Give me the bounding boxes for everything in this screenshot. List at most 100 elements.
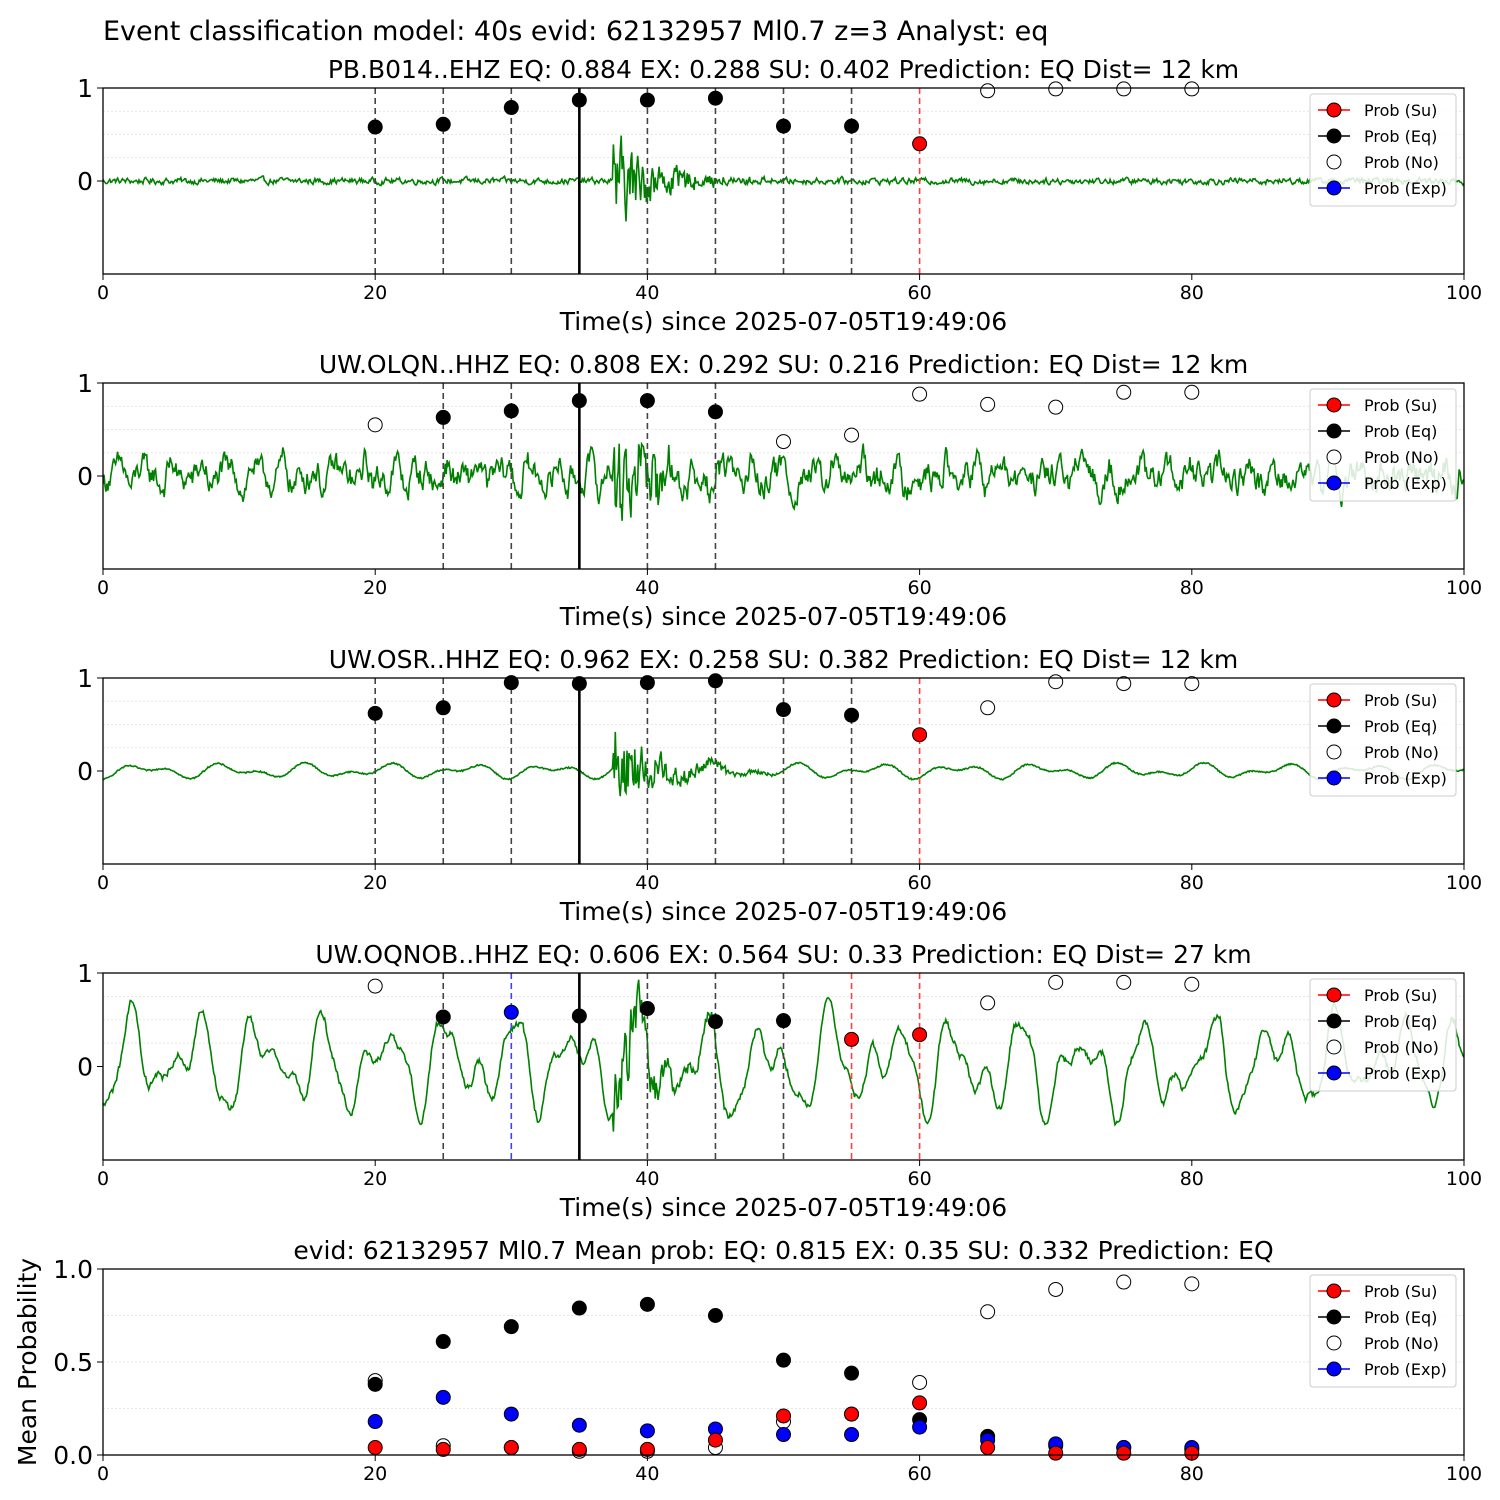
prob-point-no (844, 427, 860, 443)
prob-point-no (1048, 974, 1064, 990)
x-tick-label: 60 (908, 1463, 932, 1485)
x-tick-label: 20 (363, 1463, 387, 1485)
x-tick-label: 40 (635, 282, 659, 304)
legend: Prob (Su) Prob (Eq) Prob (No) Prob (Exp) (1309, 1274, 1457, 1388)
legend-frame (1309, 978, 1457, 1092)
legend-marker-no (1326, 1335, 1342, 1351)
y-tick-label: 1.0 (53, 1255, 93, 1284)
panel-title: PB.B014..EHZ EQ: 0.884 EX: 0.288 SU: 0.4… (328, 55, 1239, 84)
prob-point-eq (639, 1001, 655, 1017)
prob-point-eq (435, 700, 451, 716)
mean-prob-point-su (639, 1441, 655, 1457)
legend-marker-no (1326, 449, 1342, 465)
legend-marker-exp (1326, 180, 1342, 196)
prob-point-eq (707, 404, 723, 420)
plot-area (103, 88, 1464, 274)
y-tick-label: 0 (77, 462, 93, 491)
prob-point-eq (776, 118, 791, 134)
x-axis-label: Time(s) since 2025-07-05T19:49:06 (559, 897, 1007, 926)
legend-label-su: Prob (Su) (1364, 691, 1437, 710)
x-tick-label: 100 (1446, 1168, 1482, 1190)
mean-prob-point-no (1184, 1276, 1200, 1292)
y-tick-label: 1 (77, 369, 93, 398)
legend: Prob (Su) Prob (Eq) Prob (No) Prob (Exp) (1309, 388, 1457, 502)
prob-point-eq (435, 1009, 451, 1025)
prob-point-eq (435, 116, 451, 132)
legend-frame (1309, 1274, 1457, 1388)
x-tick-label: 40 (635, 1168, 659, 1190)
x-axis-label: Time(s) since 2025-07-05T19:49:06 (559, 1193, 1007, 1222)
panel-1: 0 20 40 60 80 100 0 1 PB.B014..EHZ EQ: 0.884 EX:… (77, 55, 1482, 336)
mean-prob-point-exp (912, 1419, 928, 1435)
x-tick-label: 80 (1180, 577, 1204, 599)
waveform-trace (103, 441, 1464, 521)
prob-point-no (1184, 81, 1200, 97)
mean-prob-point-eq (844, 1365, 860, 1381)
legend-marker-exp (1326, 770, 1342, 786)
legend-label-su: Prob (Su) (1364, 1282, 1437, 1301)
legend-label-no: Prob (No) (1364, 1334, 1439, 1353)
mean-prob-point-eq (639, 1296, 655, 1312)
legend-label-su: Prob (Su) (1364, 396, 1437, 415)
mean-prob-point-su (912, 1395, 928, 1411)
x-tick-label: 60 (908, 577, 932, 599)
mean-prob-point-eq (367, 1376, 383, 1392)
y-tick-label: 0 (77, 1053, 93, 1082)
x-axis-label: Time(s) since 2025-07-05T19:49:06 (559, 307, 1007, 336)
y-tick-label: 0 (77, 167, 93, 196)
legend: Prob (Su) Prob (Eq) Prob (No) Prob (Exp) (1309, 683, 1457, 797)
legend-marker-eq (1326, 423, 1342, 439)
prob-point-eq (707, 673, 723, 689)
prob-point-no (1184, 676, 1200, 692)
prob-point-eq (571, 676, 587, 692)
prob-point-eq (367, 119, 383, 135)
legend-marker-eq (1326, 1013, 1342, 1029)
mean-prob-point-su (367, 1440, 383, 1456)
mean-prob-point-eq (503, 1319, 519, 1335)
prob-point-no (1116, 81, 1132, 97)
y-axis-label: Mean Probability (13, 1258, 42, 1466)
prob-point-eq (776, 702, 791, 718)
prob-point-eq (503, 675, 519, 691)
prob-point-su (912, 727, 928, 743)
prob-point-no (1048, 399, 1064, 415)
legend-label-eq: Prob (Eq) (1364, 1012, 1437, 1031)
legend-label-no: Prob (No) (1364, 743, 1439, 762)
x-tick-label: 100 (1446, 282, 1482, 304)
legend-marker-no (1326, 154, 1342, 170)
x-tick-label: 60 (908, 1168, 932, 1190)
x-tick-label: 40 (635, 577, 659, 599)
mean-prob-point-su (980, 1440, 996, 1456)
legend: Prob (Su) Prob (Eq) Prob (No) Prob (Exp) (1309, 978, 1457, 1092)
legend-label-eq: Prob (Eq) (1364, 1308, 1437, 1327)
prob-point-eq (844, 707, 860, 723)
panel-title: UW.OLQN..HHZ EQ: 0.808 EX: 0.292 SU: 0.2… (319, 350, 1248, 379)
legend-label-no: Prob (No) (1364, 1038, 1439, 1057)
prob-point-eq (435, 409, 451, 425)
mean-prob-point-su (503, 1440, 519, 1456)
mean-prob-point-su (571, 1441, 587, 1457)
prob-point-eq (571, 393, 587, 409)
prob-point-no (367, 417, 383, 433)
mean-prob-point-su (435, 1441, 451, 1457)
mean-prob-point-exp (844, 1427, 860, 1443)
prob-point-no (980, 995, 996, 1011)
x-tick-label: 100 (1446, 577, 1482, 599)
prob-point-eq (639, 675, 655, 691)
mean-prob-point-eq (776, 1352, 791, 1368)
legend-label-no: Prob (No) (1364, 448, 1439, 467)
legend-marker-eq (1326, 1309, 1342, 1325)
mean-prob-point-exp (435, 1389, 451, 1405)
prob-point-su (912, 1027, 928, 1043)
legend-marker-exp (1326, 1065, 1342, 1081)
prob-point-no (1116, 974, 1132, 990)
x-tick-label: 20 (363, 1168, 387, 1190)
y-tick-label: 0.0 (53, 1441, 93, 1470)
mean-prob-point-su (776, 1408, 791, 1424)
mean-prob-point-exp (367, 1414, 383, 1430)
panel-title: UW.OQNOB..HHZ EQ: 0.606 EX: 0.564 SU: 0.… (315, 940, 1251, 969)
mean-prob-point-su (844, 1406, 860, 1422)
prob-point-exp (503, 1004, 519, 1020)
legend-label-exp: Prob (Exp) (1364, 1360, 1447, 1379)
